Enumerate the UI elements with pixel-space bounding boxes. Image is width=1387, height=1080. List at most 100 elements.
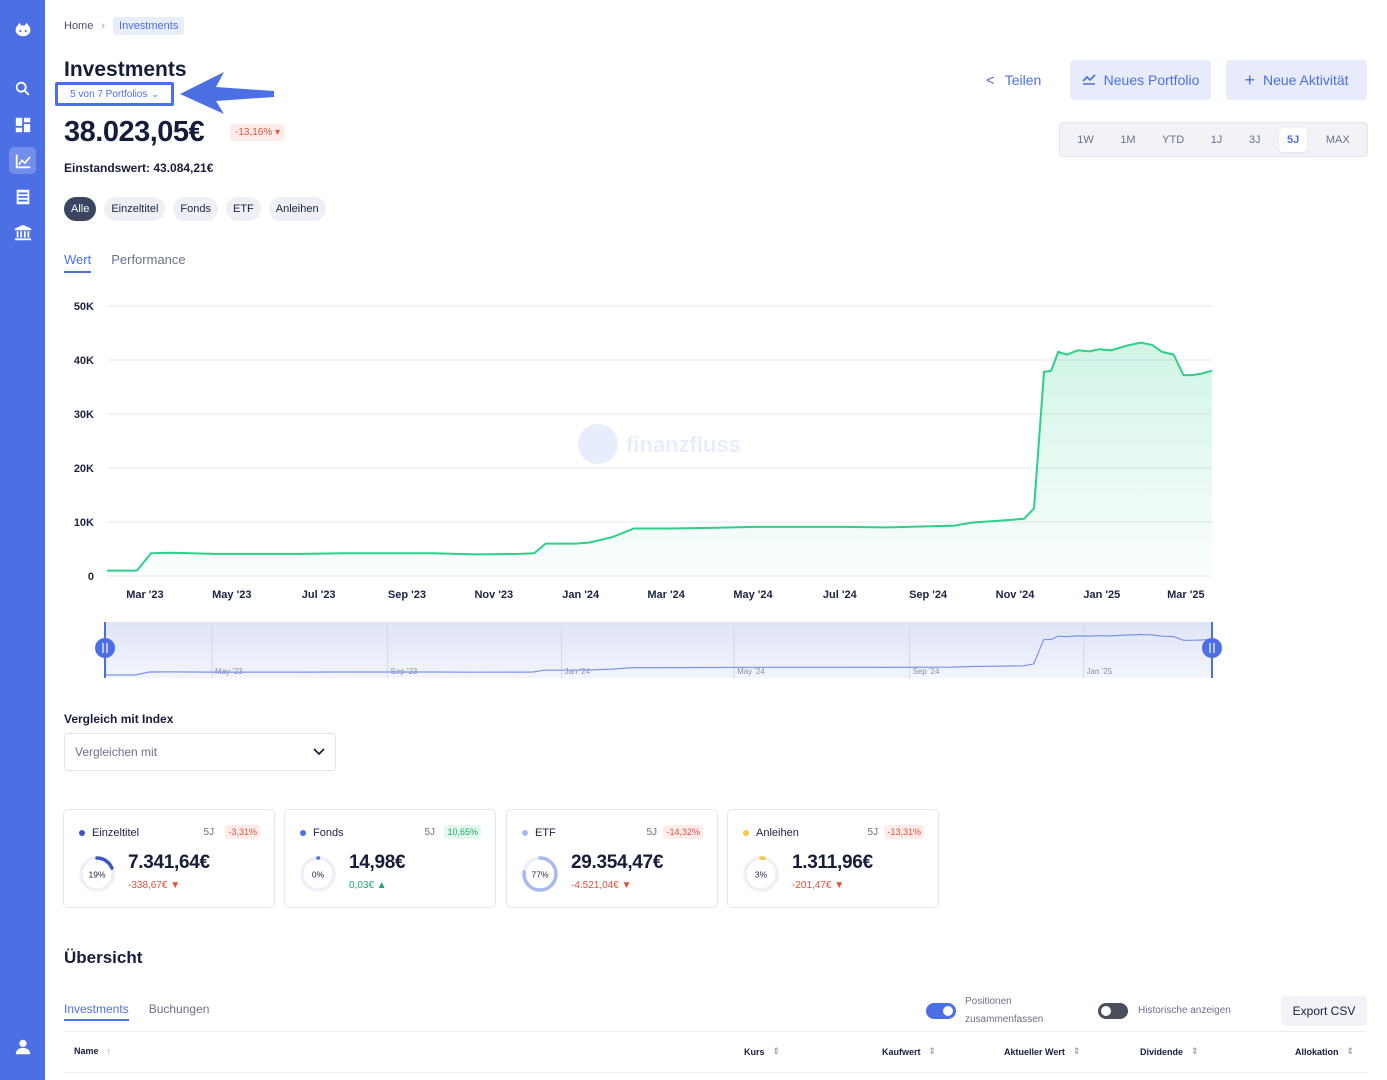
allocation-ring: 19% [79,856,115,892]
export-csv-button[interactable]: Export CSV [1281,996,1367,1026]
range-5j[interactable]: 5J [1279,127,1308,152]
y-tick-label: 30K [74,409,94,421]
value-area [107,342,1212,576]
finanzfluss-logo-icon[interactable] [9,16,36,43]
breadcrumb-home[interactable]: Home [64,20,94,32]
y-tick-label: 0 [88,571,94,583]
category-value: 29.354,47€ [571,852,664,873]
category-change: -338,67€ ▼ [128,880,180,891]
category-color-dot [743,830,749,836]
column-header-allokation[interactable]: Allokation ⇕ [1295,1046,1354,1057]
plus-icon: + [1244,69,1255,90]
portfolio-select-label: 5 von 7 Portfolios [70,88,148,100]
allocation-ring: 3% [743,856,779,892]
range-navigator[interactable]: May '23 Sep '23 Jan '24 May '24 Sep '24 Jan '… [94,620,1224,682]
overview-title: Übersicht [64,948,143,967]
category-card-anleihen[interactable]: Anleihen 5J -13,31% 3% 1.311,96€ -201,47€ ▼ [727,809,939,908]
new-portfolio-button[interactable]: Neues Portfolio [1070,60,1211,100]
category-card-fonds[interactable]: Fonds 5J 10,65% 0% 14,98€ 0,03€ ▲ [284,809,496,908]
filter-fonds[interactable]: Fonds [173,197,218,221]
category-performance-badge: -13,31% [884,825,924,839]
show-history-toggle[interactable] [1098,1003,1128,1019]
compare-index-placeholder: Vergleichen mit [75,745,158,759]
x-tick-label: Mar '24 [647,589,685,601]
bank-icon[interactable] [9,219,36,246]
range-ytd[interactable]: YTD [1162,133,1185,146]
compare-index-select[interactable]: Vergleichen mit [64,733,336,771]
y-tick-label: 20K [74,463,94,475]
table-header-divider [64,1072,1367,1073]
range-1j[interactable]: 1J [1210,133,1223,146]
tab-wert[interactable]: Wert [64,252,92,273]
x-tick-label: Jul '24 [823,589,858,601]
chevron-right-icon: › [101,20,106,32]
category-card-etf[interactable]: ETF 5J -14,32% 77% 29.354,47€ -4.521,04€ ▼ [506,809,718,908]
column-header-kurs[interactable]: Kurs ⇕ [744,1046,780,1057]
time-range-selector: 1W 1M YTD 1J 3J 5J MAX [1059,122,1368,157]
merge-positions-label: Positionen zusammenfassen [965,993,1043,1029]
category-card-einzeltitel[interactable]: Einzeltitel 5J -3,31% 19% 7.341,64€ -338,67€ … [63,809,275,908]
sidebar [0,0,45,1080]
dashboard-icon[interactable] [9,111,36,138]
caret-down-icon: ▼ [167,880,181,891]
caret-down-icon: ▾ [275,127,281,138]
navigator-series-line [105,633,1213,676]
range-3j[interactable]: 3J [1248,133,1261,146]
filter-etf[interactable]: ETF [226,197,261,221]
toggle-knob [943,1006,953,1016]
portfolio-select[interactable]: 5 von 7 Portfolios ⌄ [55,82,174,106]
column-header-kaufwert[interactable]: Kaufwert ⇕ [882,1046,936,1057]
allocation-share: 19% [88,870,105,880]
list-document-icon[interactable] [9,183,36,210]
x-tick-label: Jul '23 [302,589,336,601]
share-button[interactable]: < Teilen [980,61,1047,99]
column-header-dividende[interactable]: Dividende ⇕ [1140,1046,1199,1057]
range-1m[interactable]: 1M [1120,133,1136,146]
watermark-text: finanzfluss [626,432,741,457]
x-tick-label: Nov '24 [996,589,1036,601]
category-color-dot [522,830,528,836]
sort-icon: ⇕ [1346,1046,1355,1056]
filter-einzeltitel[interactable]: Einzeltitel [104,197,166,221]
investments-chart-icon[interactable] [9,147,36,174]
asset-filter-chips: Alle Einzeltitel Fonds ETF Anleihen [64,197,326,221]
breadcrumb-current[interactable]: Investments [113,17,185,35]
tab-performance[interactable]: Performance [111,252,186,267]
filter-anleihen[interactable]: Anleihen [268,197,326,221]
overview-tabs: Investments Buchungen [64,1002,209,1021]
filter-alle[interactable]: Alle [64,197,97,221]
tab-investments[interactable]: Investments [64,1002,129,1021]
range-max[interactable]: MAX [1325,133,1350,146]
total-change-badge: -13,16% ▾ [230,124,286,141]
caret-down-icon: ▼ [831,880,845,891]
sort-ascending-icon: ↑ [106,1046,112,1056]
allocation-ring: 77% [522,856,558,892]
category-change: 0,03€ ▲ [349,880,387,891]
navigator-right-handle[interactable] [1202,638,1222,658]
portfolio-value-chart[interactable]: 0 10K 20K 30K 40K 50K Mar '23 May '23 Jul '23 Se… [60,290,1220,610]
range-1w[interactable]: 1W [1077,133,1094,146]
navigator-left-handle[interactable] [95,638,115,658]
column-header-kurs-label: Kurs [744,1046,765,1057]
page-title: Investments [64,58,187,81]
merge-positions-label-line1: Positionen [965,996,1012,1007]
merge-positions-toggle[interactable] [926,1003,956,1019]
user-profile-icon[interactable] [9,1033,36,1060]
category-name: Anleihen [756,827,799,839]
chevron-down-icon [313,745,325,759]
x-tick-label: Mar '23 [126,589,163,601]
allocation-ring-fill [79,856,115,892]
column-header-name[interactable]: Name ↑ [74,1046,111,1056]
search-icon[interactable] [9,75,36,102]
category-period: 5J [867,827,878,838]
navigator-tick-label: Jan '24 [564,667,590,676]
sort-icon: ⇕ [772,1046,781,1056]
tab-buchungen[interactable]: Buchungen [148,1002,210,1016]
category-value: 14,98€ [349,852,406,873]
column-header-aktueller-wert[interactable]: Aktueller Wert ⇕ [1004,1046,1080,1057]
allocation-share: 77% [531,870,548,880]
allocation-share: 3% [755,870,768,880]
category-performance-badge: -14,32% [663,825,703,839]
new-activity-button[interactable]: + Neue Aktivität [1226,60,1367,100]
new-activity-label: Neue Aktivität [1262,72,1349,88]
